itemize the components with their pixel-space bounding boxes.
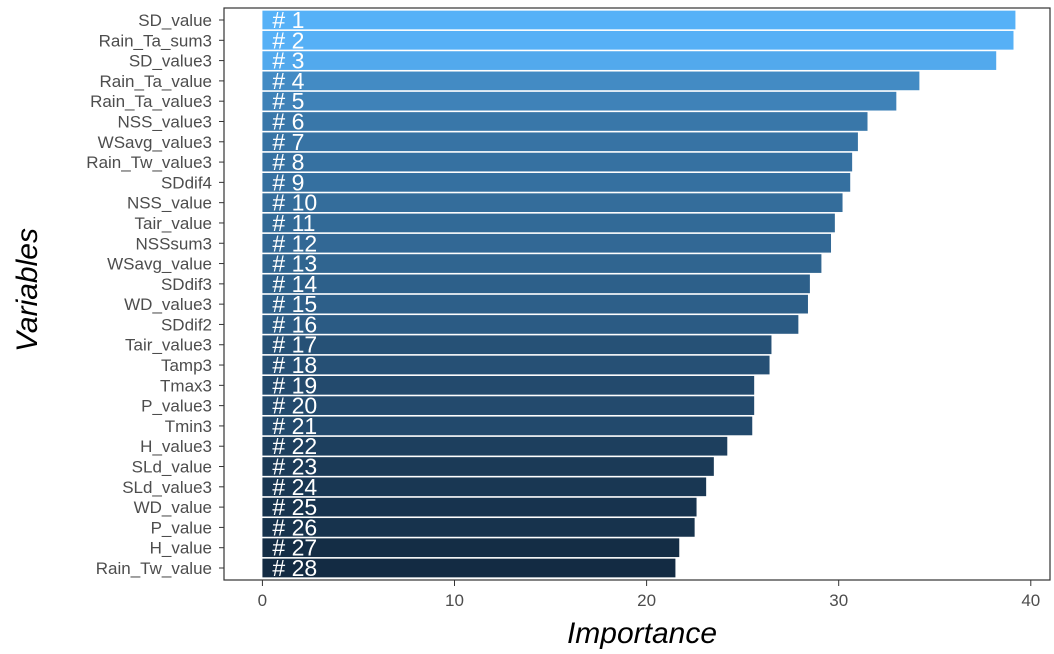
y-axis-title: Variables [11, 228, 44, 352]
bar [262, 71, 920, 91]
category-label: WD_value3 [124, 295, 212, 314]
panel-border [223, 7, 1051, 581]
category-label: H_value3 [140, 437, 212, 456]
x-tick-label: 30 [829, 591, 848, 610]
category-label: Rain_Tw_value3 [86, 153, 212, 172]
category-label: Tair_value3 [125, 336, 212, 355]
bar [262, 335, 772, 355]
bar-rank-label: # 1 [272, 7, 304, 33]
category-label: NSS_value3 [117, 112, 212, 131]
bar-rank-label: # 23 [272, 454, 317, 480]
bar [262, 538, 680, 558]
category-label: SDdif2 [161, 315, 212, 334]
category-label: Rain_Ta_value3 [90, 92, 212, 111]
x-axis-ticks: 0 10 20 30 40 [258, 580, 1040, 610]
bars-layer: # 1# 2# 3# 4# 5# 6# 7# 8# 9# 10# 11# 12#… [262, 7, 1016, 581]
category-label: NSSsum3 [135, 234, 212, 253]
category-label: P_value [151, 518, 212, 537]
bar [262, 518, 695, 537]
bar [262, 152, 853, 172]
bar [262, 497, 697, 517]
bar [262, 213, 835, 233]
bar-rank-label: # 26 [272, 514, 317, 540]
bar-rank-label: # 28 [272, 555, 317, 581]
category-label: Tamp3 [161, 356, 212, 375]
bar-rank-label: # 14 [272, 271, 317, 297]
bar-rank-label: # 8 [272, 149, 304, 175]
bar [262, 396, 755, 415]
bar [262, 254, 822, 273]
bar [262, 315, 799, 334]
bar-rank-label: # 12 [272, 230, 317, 256]
bar-rank-label: # 18 [272, 352, 317, 378]
bar [262, 30, 1014, 50]
bar-rank-label: # 19 [272, 372, 317, 398]
category-label: H_value [150, 539, 212, 558]
category-label: Tmin3 [165, 417, 212, 436]
category-label: P_value3 [141, 397, 212, 416]
x-tick-label: 0 [258, 591, 267, 610]
bar [262, 51, 997, 70]
bar [262, 91, 897, 111]
bar [262, 112, 868, 131]
bar-rank-label: # 21 [272, 413, 317, 439]
bar [262, 173, 851, 192]
bar-rank-label: # 11 [272, 210, 315, 236]
bar [262, 457, 714, 476]
bar [262, 132, 858, 152]
category-label: SD_value3 [129, 52, 212, 71]
bar [262, 375, 755, 395]
bar [262, 355, 770, 375]
bar-rank-label: # 17 [272, 332, 317, 358]
bar [262, 477, 707, 497]
x-axis-title: Importance [566, 617, 718, 650]
category-label: WSavg_value [107, 255, 212, 274]
bar-rank-label: # 5 [272, 88, 304, 114]
bar-rank-label: # 13 [272, 251, 317, 277]
bar-rank-label: # 6 [272, 108, 304, 134]
category-labels: SD_valueRain_Ta_sum3SD_value3Rain_Ta_val… [86, 11, 224, 578]
x-tick-label: 40 [1021, 591, 1040, 610]
bar-rank-label: # 25 [272, 494, 317, 520]
bar-rank-label: # 24 [272, 474, 317, 500]
category-label: Tair_value [135, 214, 213, 233]
bar-rank-label: # 3 [272, 48, 304, 74]
category-label: Rain_Ta_sum3 [99, 31, 212, 50]
bar-rank-label: # 16 [272, 311, 317, 337]
bar-rank-label: # 15 [272, 291, 317, 317]
bar-rank-label: # 20 [272, 393, 317, 419]
bar [262, 436, 728, 456]
category-label: Rain_Ta_value [100, 72, 212, 91]
category-label: SLd_value [132, 458, 212, 477]
category-label: WD_value [134, 498, 212, 517]
x-tick-label: 10 [445, 591, 464, 610]
category-label: NSS_value [127, 194, 212, 213]
bar [262, 294, 808, 314]
x-tick-label: 20 [637, 591, 656, 610]
bar-rank-label: # 27 [272, 535, 317, 561]
bar [262, 10, 1016, 30]
category-label: SDdif4 [161, 173, 212, 192]
bar [262, 416, 753, 436]
bar [262, 193, 843, 213]
bar-rank-label: # 2 [272, 27, 304, 53]
bar-rank-label: # 7 [272, 129, 304, 155]
category-label: SD_value [138, 11, 212, 30]
bar [262, 558, 676, 578]
category-label: SDdif3 [161, 275, 212, 294]
category-label: Rain_Tw_value [96, 559, 212, 578]
category-label: SLd_value3 [122, 478, 212, 497]
category-label: Tmax3 [160, 376, 212, 395]
bar [262, 274, 810, 294]
bar-rank-label: # 22 [272, 433, 317, 459]
bar-rank-label: # 9 [272, 169, 304, 195]
bar [262, 233, 832, 253]
category-label: WSavg_value3 [98, 133, 212, 152]
bar-rank-label: # 4 [272, 68, 304, 94]
bar-rank-label: # 10 [272, 190, 317, 216]
